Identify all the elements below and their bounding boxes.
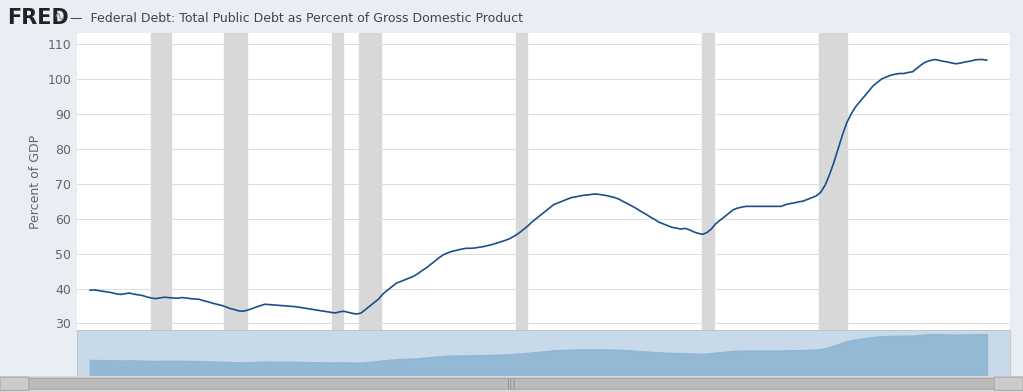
FancyBboxPatch shape [994, 377, 1023, 390]
Bar [702, 33, 714, 330]
FancyBboxPatch shape [0, 378, 1023, 390]
Y-axis label: Percent of GDP: Percent of GDP [29, 135, 42, 229]
Bar [151, 33, 171, 330]
FancyBboxPatch shape [3, 378, 1020, 389]
Text: FRED: FRED [7, 8, 69, 28]
FancyBboxPatch shape [0, 377, 29, 390]
Bar [818, 33, 847, 330]
Bar [358, 33, 382, 330]
Text: ∿: ∿ [53, 10, 64, 24]
Bar [516, 33, 527, 330]
Bar [332, 33, 343, 330]
Text: |||: ||| [506, 379, 517, 389]
Text: —  Federal Debt: Total Public Debt as Percent of Gross Domestic Product: — Federal Debt: Total Public Debt as Per… [70, 12, 523, 25]
Bar [224, 33, 247, 330]
